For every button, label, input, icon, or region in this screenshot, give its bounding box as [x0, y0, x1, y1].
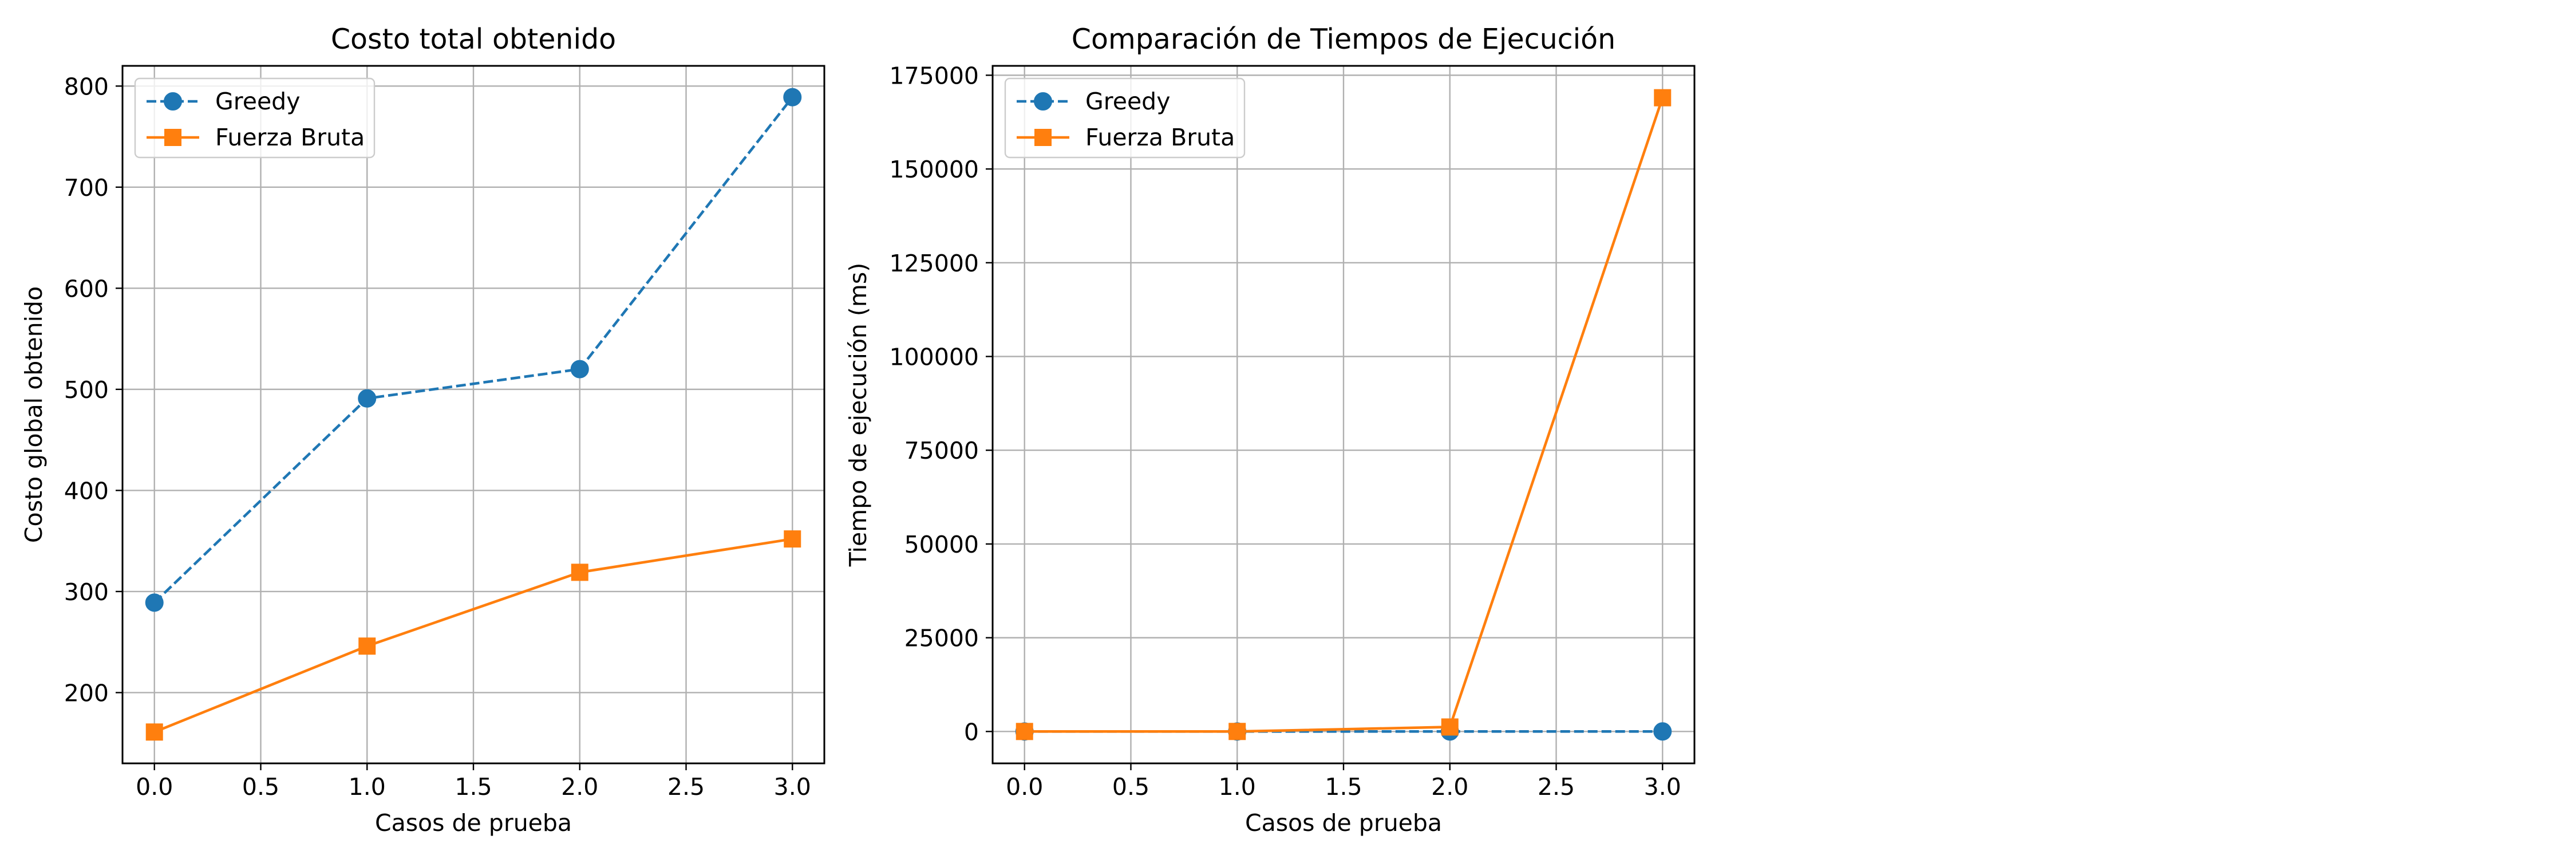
- y-tick-label: 150000: [889, 156, 979, 183]
- data-point: [1654, 89, 1672, 107]
- y-tick-label: 300: [64, 578, 109, 606]
- y-tick-label: 800: [64, 73, 109, 100]
- data-point: [784, 530, 801, 548]
- y-tick-label: 175000: [889, 62, 979, 89]
- data-point: [358, 389, 377, 408]
- y-axis: 0 25000 50000 75000 100000 125000 150000 175000: [889, 62, 993, 746]
- series-greedy: [145, 88, 802, 612]
- x-tick-label: 3.0: [1644, 773, 1681, 801]
- x-tick-label: 1.0: [1219, 773, 1256, 801]
- data-point: [145, 723, 163, 741]
- legend-marker: [1034, 92, 1052, 111]
- data-point: [1441, 718, 1459, 736]
- y-tick-label: 125000: [889, 250, 979, 277]
- x-tick-label: 0.5: [1112, 773, 1149, 801]
- chart-title: Comparación de Tiempos de Ejecución: [1072, 23, 1615, 56]
- series-line: [1024, 97, 1664, 733]
- x-tick-label: 0.0: [136, 773, 173, 801]
- axes-frame: [121, 65, 825, 765]
- chart-1: 0.0 0.5 1.0 1.5 2.0 2.5 3.0 Casos de prueba 200 3…: [20, 23, 825, 837]
- axes-frame: [991, 65, 1696, 765]
- x-tick-label: 0.5: [242, 773, 279, 801]
- x-tick-label: 3.0: [774, 773, 811, 801]
- y-tick-label: 100000: [889, 344, 979, 371]
- x-axis: 0.0 0.5 1.0 1.5 2.0 2.5 3.0: [1006, 763, 1681, 801]
- legend: Greedy Fuerza Bruta: [1004, 77, 1246, 159]
- data-point: [1228, 723, 1246, 740]
- y-tick-label: 75000: [904, 437, 979, 464]
- data-point: [783, 88, 802, 107]
- x-axis-label: Casos de prueba: [1245, 809, 1442, 837]
- x-tick-label: 2.0: [1431, 773, 1468, 801]
- series-fuerza-bruta: [145, 530, 801, 741]
- legend-label: Fuerza Bruta: [1085, 124, 1235, 151]
- y-tick-label: 700: [64, 174, 109, 202]
- x-tick-label: 1.0: [349, 773, 386, 801]
- y-tick-label: 400: [64, 477, 109, 505]
- data-point: [358, 637, 376, 655]
- x-tick-label: 0.0: [1006, 773, 1043, 801]
- x-axis: 0.0 0.5 1.0 1.5 2.0 2.5 3.0: [136, 763, 811, 801]
- y-tick-label: 25000: [904, 625, 979, 652]
- y-axis-label: Tiempo de ejecución (ms): [844, 263, 872, 567]
- gridlines: [123, 66, 824, 763]
- legend-marker: [1034, 129, 1052, 146]
- chart-title: Costo total obtenido: [331, 23, 616, 56]
- legend-marker: [164, 92, 182, 111]
- legend: Greedy Fuerza Bruta: [134, 77, 376, 159]
- y-axis: 200 300 400 500 600 700 800: [64, 73, 123, 707]
- data-point: [570, 360, 589, 379]
- y-tick-label: 0: [964, 718, 979, 746]
- series-line: [153, 96, 794, 604]
- legend-label: Greedy: [1085, 88, 1170, 115]
- x-tick-label: 1.5: [455, 773, 492, 801]
- y-tick-label: 200: [64, 679, 109, 707]
- series-line: [153, 537, 793, 734]
- y-tick-label: 50000: [904, 531, 979, 558]
- y-axis-label: Costo global obtenido: [20, 286, 48, 543]
- y-tick-label: 600: [64, 275, 109, 302]
- legend-label: Fuerza Bruta: [215, 124, 365, 151]
- chart-2: 0.0 0.5 1.0 1.5 2.0 2.5 3.0 Casos de prueba 0 250…: [844, 23, 1696, 837]
- x-tick-label: 2.0: [561, 773, 598, 801]
- y-tick-label: 500: [64, 376, 109, 404]
- series-fuerza-bruta: [1016, 89, 1672, 740]
- legend-marker: [164, 129, 181, 146]
- data-point: [1016, 723, 1033, 740]
- x-tick-label: 2.5: [667, 773, 705, 801]
- data-point: [571, 564, 588, 581]
- data-point: [1653, 722, 1672, 741]
- x-tick-label: 2.5: [1538, 773, 1575, 801]
- x-tick-label: 1.5: [1325, 773, 1362, 801]
- data-point: [145, 593, 164, 612]
- x-axis-label: Casos de prueba: [375, 809, 572, 837]
- legend-label: Greedy: [215, 88, 300, 115]
